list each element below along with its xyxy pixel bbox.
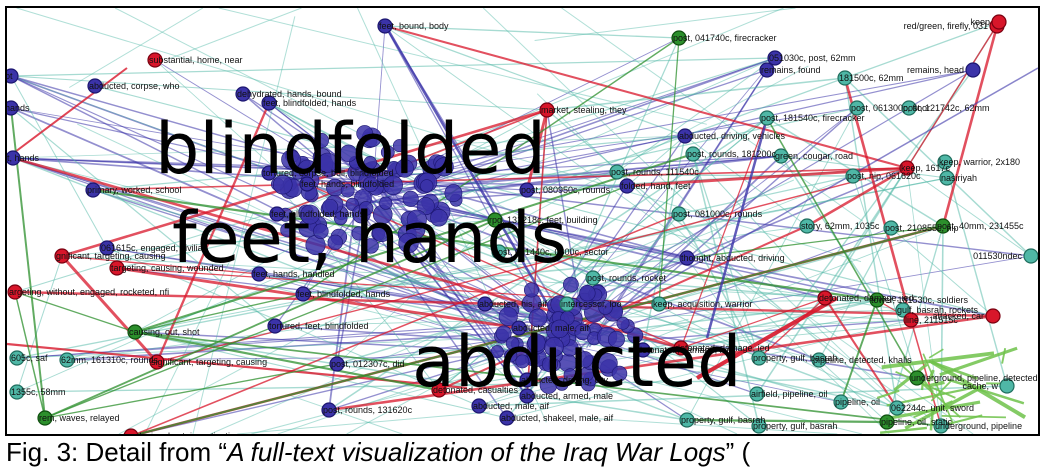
node-label: 1355c, 58mm	[11, 387, 66, 397]
node-label: thought, abducted, driving	[681, 253, 785, 263]
figure-caption: Fig. 3: Detail from “A full-text visuali…	[6, 437, 750, 467]
node-label: post, rounds, 181200c	[687, 149, 777, 159]
edge-red	[943, 26, 997, 226]
node-label: tortured, feet, blindfolded	[269, 321, 369, 331]
node-label: 181500c, 62mm	[839, 73, 904, 83]
edge-teal-long	[69, 8, 203, 87]
node-label: cache, w	[962, 381, 998, 391]
node-label: post, rounds, rocket	[587, 273, 667, 283]
node-label: abducted, shakeel, male, aif	[501, 413, 614, 423]
node-label: story, 62mm, 1035c	[801, 221, 880, 231]
node-label: post, 081000c, rounds	[673, 209, 763, 219]
node-label: remains, head	[907, 65, 964, 75]
node-label: folded, hand, feet	[621, 181, 691, 191]
graph-node[interactable]	[986, 309, 1000, 323]
node-label: 051030c, post, 62mm	[769, 53, 856, 63]
node-label: keep	[970, 17, 990, 27]
node-label: remains, found	[761, 65, 821, 75]
node-label: ot	[7, 71, 13, 81]
node-label: explosion, kept, investigating	[125, 431, 240, 434]
node-label: post, rounds, 131620c	[323, 405, 413, 415]
node-label: 011530ndec	[973, 251, 1022, 261]
node-label: property, gulf, basrah	[753, 421, 837, 431]
node-label: pipeline, detected, khalis	[813, 355, 912, 365]
node-label: post, 012307c, did	[331, 359, 405, 369]
node-label: feet, bound, body	[379, 21, 449, 31]
graph-node[interactable]	[966, 63, 980, 77]
node-label: airfield, pipeline, oil	[751, 389, 828, 399]
node-label: underground, pipeline	[935, 421, 1022, 431]
node-label: post, 181540c, firecracker	[761, 113, 865, 123]
node-label: post, nip, 061620c	[847, 171, 921, 181]
node-label: tower, 181530c, soldiers	[871, 295, 969, 305]
node-label: post, 041740c, firecracker	[673, 33, 777, 43]
node-label: 062244c, unit, sword	[891, 403, 974, 413]
node-label: intercessor, loo	[561, 299, 622, 309]
node-label: feet, blindfolded, hands	[297, 289, 391, 299]
node-label: t, hands	[7, 153, 40, 163]
node-label: argeting, without, engaged, rocketed, nf…	[9, 287, 169, 297]
caption-prefix: Fig. 3: Detail from “	[6, 437, 227, 467]
graph-panel: feet, bound, body substantial, home, near…	[5, 6, 1040, 436]
caption-suffix: ” (	[726, 437, 751, 467]
node-label: post, 121742c, 62mm	[903, 103, 990, 113]
node-label: feet, blindfolded, hands	[263, 98, 357, 108]
node-label: substantial, home, near	[149, 55, 243, 65]
node-label: gnificant, targeting, causing	[56, 251, 166, 261]
node-label: causing, out, shot	[129, 327, 200, 337]
node-label: rem, waves, relayed	[39, 413, 120, 423]
edge-red	[907, 22, 999, 168]
edge-lightgreen	[1002, 348, 1005, 363]
node-label: keep, acquisition, warrior	[653, 299, 753, 309]
node-label: significant, targeting, causing	[151, 357, 267, 367]
node-label: 605c, saf	[11, 353, 48, 363]
node-label: pipeline, oil	[835, 397, 880, 407]
edge-lightgreen	[940, 348, 1017, 375]
overlay-word-blindfolded: blindfolded	[155, 108, 546, 190]
node-label: post, rounds, 111540c	[611, 167, 699, 177]
overlay-word-feet-hands: feet, hands	[172, 197, 567, 279]
cluster-node	[524, 283, 538, 297]
network-graph: feet, bound, body substantial, home, near…	[7, 8, 1038, 434]
node-label: hands	[7, 103, 30, 113]
node-label: post, 40mm, 231455c	[937, 221, 1024, 231]
edge-teal	[945, 162, 1007, 386]
caption-title: A full-text visualization of the Iraq Wa…	[227, 437, 726, 467]
node-label: attacked, car	[932, 311, 984, 321]
node-label: market, stealing, they	[541, 105, 627, 115]
cluster-node	[563, 277, 578, 292]
node-label: 62mm, 161310c, rounds	[61, 355, 159, 365]
edge-teal	[11, 58, 775, 76]
node-label: abducted, his, aif	[479, 299, 548, 309]
node-label: abducted, driving, vehicles	[679, 131, 786, 141]
graph-node[interactable]	[1024, 249, 1038, 263]
node-label: abducted, corpse, who	[89, 81, 180, 91]
node-label: keep, warrior, 2x180	[939, 157, 1020, 167]
node-label: nasiriyah	[941, 173, 977, 183]
overlay-word-abducted: abducted	[412, 321, 742, 403]
graph-node[interactable]	[992, 15, 1006, 29]
node-label: green, cougar, road	[775, 151, 853, 161]
edge-teal-long	[237, 412, 490, 434]
